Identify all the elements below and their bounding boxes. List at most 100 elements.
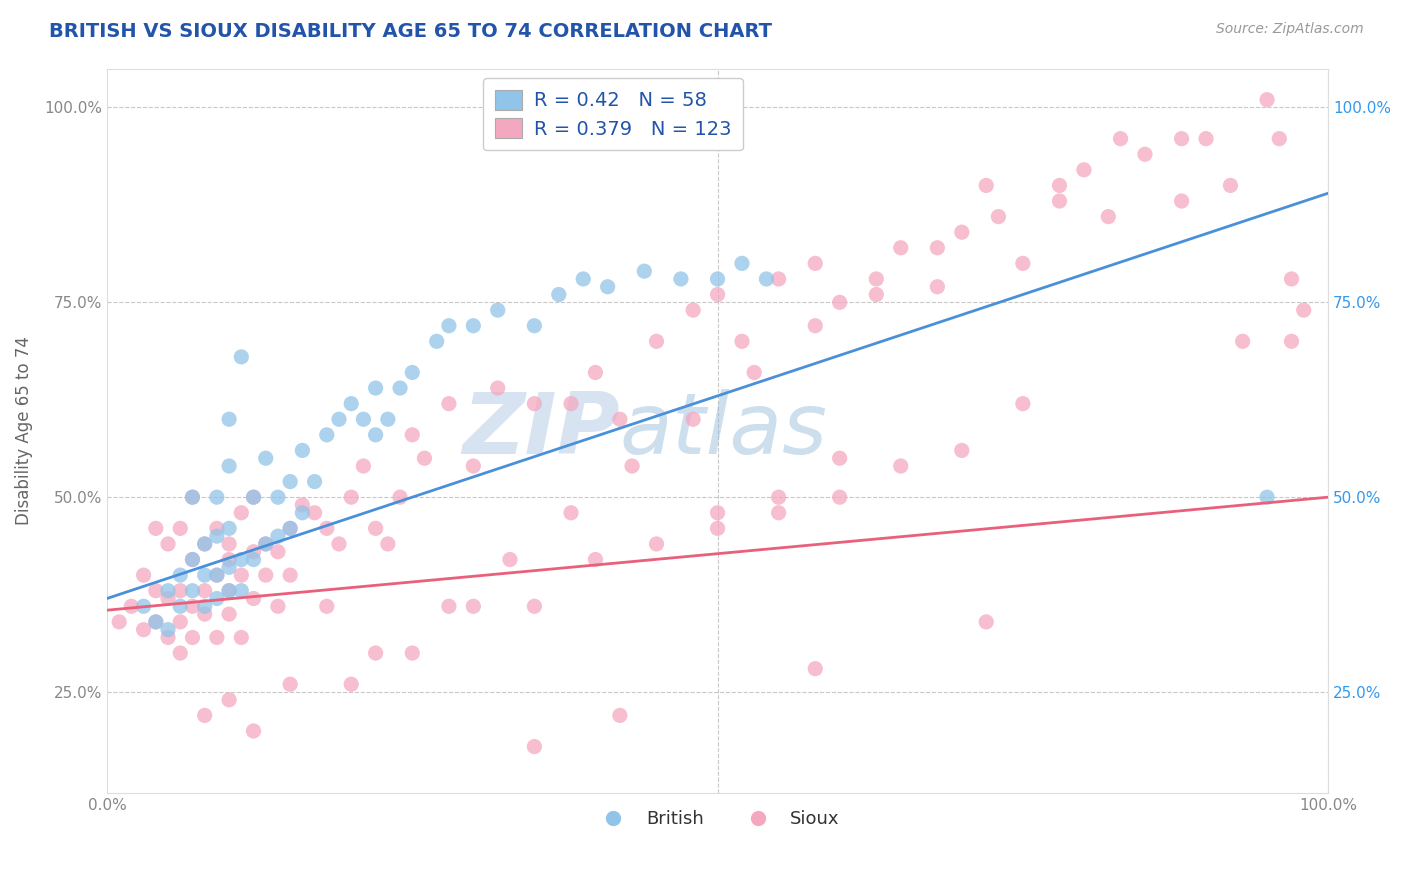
Point — [157, 583, 180, 598]
Point — [804, 318, 827, 333]
Point — [304, 475, 326, 489]
Point — [950, 443, 973, 458]
Point — [278, 475, 301, 489]
Point — [1109, 131, 1132, 145]
Point — [768, 506, 790, 520]
Point — [169, 583, 191, 598]
Point — [242, 545, 264, 559]
Point — [583, 552, 606, 566]
Point — [583, 366, 606, 380]
Point — [560, 397, 582, 411]
Point — [231, 568, 253, 582]
Point — [1232, 334, 1254, 349]
Point — [621, 458, 644, 473]
Point — [669, 272, 692, 286]
Point — [1305, 817, 1327, 831]
Point — [731, 256, 754, 270]
Point — [828, 451, 851, 466]
Point — [401, 427, 423, 442]
Point — [1133, 147, 1156, 161]
Point — [547, 287, 569, 301]
Point — [205, 591, 228, 606]
Point — [194, 599, 217, 614]
Point — [1073, 162, 1095, 177]
Point — [205, 631, 228, 645]
Point — [254, 451, 277, 466]
Point — [157, 623, 180, 637]
Point — [706, 506, 728, 520]
Point — [231, 552, 253, 566]
Point — [1268, 131, 1291, 145]
Point — [950, 225, 973, 239]
Point — [1049, 178, 1071, 193]
Point — [242, 591, 264, 606]
Point — [231, 506, 253, 520]
Point — [499, 552, 522, 566]
Point — [523, 599, 546, 614]
Point — [278, 521, 301, 535]
Point — [218, 583, 240, 598]
Text: atlas: atlas — [620, 390, 828, 473]
Point — [633, 264, 655, 278]
Point — [364, 427, 387, 442]
Point — [315, 521, 337, 535]
Point — [523, 397, 546, 411]
Point — [974, 615, 997, 629]
Point — [1281, 334, 1303, 349]
Point — [181, 490, 204, 504]
Point — [609, 708, 631, 723]
Point — [463, 458, 485, 473]
Point — [169, 615, 191, 629]
Point — [804, 256, 827, 270]
Point — [231, 350, 253, 364]
Point — [194, 583, 217, 598]
Text: BRITISH VS SIOUX DISABILITY AGE 65 TO 74 CORRELATION CHART: BRITISH VS SIOUX DISABILITY AGE 65 TO 74… — [49, 22, 772, 41]
Point — [1292, 303, 1315, 318]
Point — [181, 583, 204, 598]
Point — [377, 537, 399, 551]
Point — [218, 537, 240, 551]
Point — [108, 615, 131, 629]
Point — [437, 599, 460, 614]
Point — [389, 381, 412, 395]
Point — [218, 412, 240, 426]
Point — [828, 490, 851, 504]
Point — [974, 178, 997, 193]
Point — [181, 599, 204, 614]
Point — [352, 412, 374, 426]
Point — [157, 537, 180, 551]
Point — [242, 490, 264, 504]
Point — [364, 646, 387, 660]
Point — [523, 318, 546, 333]
Point — [278, 568, 301, 582]
Point — [1281, 272, 1303, 286]
Point — [267, 490, 290, 504]
Point — [1097, 210, 1119, 224]
Point — [194, 708, 217, 723]
Point — [132, 623, 155, 637]
Point — [145, 521, 167, 535]
Point — [205, 521, 228, 535]
Point — [463, 318, 485, 333]
Point — [231, 583, 253, 598]
Point — [267, 599, 290, 614]
Point — [157, 631, 180, 645]
Point — [413, 451, 436, 466]
Point — [804, 662, 827, 676]
Point — [596, 279, 619, 293]
Point — [890, 458, 912, 473]
Point — [364, 521, 387, 535]
Point — [181, 552, 204, 566]
Point — [1256, 490, 1278, 504]
Point — [291, 506, 314, 520]
Point — [181, 490, 204, 504]
Point — [377, 412, 399, 426]
Point — [194, 607, 217, 621]
Text: Source: ZipAtlas.com: Source: ZipAtlas.com — [1216, 22, 1364, 37]
Point — [218, 583, 240, 598]
Point — [304, 506, 326, 520]
Point — [169, 568, 191, 582]
Point — [169, 646, 191, 660]
Point — [205, 568, 228, 582]
Point — [865, 287, 887, 301]
